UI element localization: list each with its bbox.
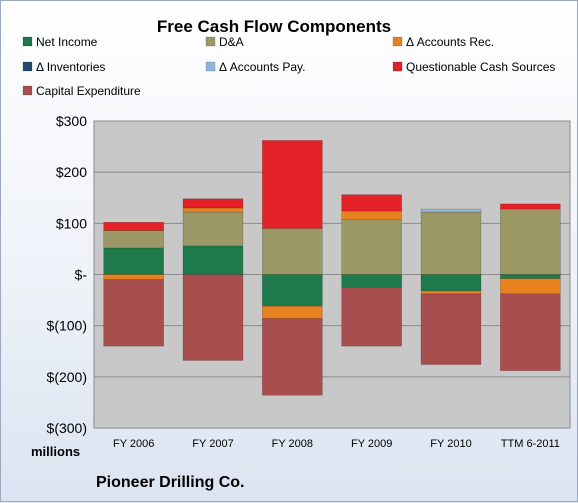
- bar-d-a-fy-2009: [341, 218, 402, 275]
- bar-accounts-rec-fy-2010: [420, 290, 482, 295]
- x-tick-label: FY 2008: [272, 438, 313, 450]
- x-tick-label: FY 2009: [351, 438, 392, 450]
- bar-accounts-pay-fy-2010: [420, 208, 482, 213]
- legend-swatch-accounts-pay: [205, 61, 216, 72]
- chart-title: Free Cash Flow Components: [157, 17, 391, 36]
- bar-capital-expenditure-ttm-6-2011: [500, 293, 561, 371]
- legend: Net Income D&A Δ Accounts Rec. Δ Inventorie…: [22, 35, 555, 98]
- bar-capital-expenditure-fy-2008: [262, 318, 323, 396]
- legend-swatch-questionable-cash-sources: [392, 61, 403, 72]
- y-tick-label: $(300): [47, 420, 87, 436]
- bar-net-income-ttm-6-2011: [500, 274, 561, 279]
- legend-swatch-accounts-rec: [392, 36, 403, 47]
- legend-label-capital-expenditure: Capital Expenditure: [36, 84, 141, 98]
- legend-swatch-net-income: [22, 36, 33, 47]
- y-tick-label: $300: [56, 113, 87, 129]
- bar-net-income-fy-2006: [103, 247, 164, 275]
- bar-questionable-cash-sources-ttm-6-2011: [500, 203, 561, 210]
- bar-d-a-fy-2007: [182, 211, 244, 247]
- bar-questionable-cash-sources-fy-2007: [182, 198, 244, 209]
- bar-d-a-ttm-6-2011: [500, 208, 561, 275]
- x-tick-label: FY 2007: [192, 438, 233, 450]
- unit-label: millions: [31, 444, 80, 459]
- y-tick-label: $(200): [47, 369, 87, 385]
- bar-net-income-fy-2007: [182, 245, 244, 275]
- bar-accounts-rec-fy-2007: [182, 207, 244, 213]
- bar-net-income-fy-2010: [420, 274, 482, 292]
- company-name: Pioneer Drilling Co.: [96, 474, 244, 491]
- y-tick-label: $-: [75, 267, 88, 283]
- y-tick-label: $(100): [47, 318, 87, 334]
- y-axis-ticks: $300 $200 $100 $- $(100) $(200) $(300): [47, 113, 88, 436]
- x-tick-label: TTM 6-2011: [501, 438, 560, 450]
- bar-d-a-fy-2010: [420, 211, 482, 275]
- legend-label-accounts-pay: Δ Accounts Pay.: [219, 60, 306, 74]
- bar-d-a-fy-2006: [103, 230, 164, 249]
- gridlines: [94, 120, 570, 429]
- legend-label-inventories: Δ Inventories: [36, 60, 105, 74]
- y-tick-label: $200: [56, 164, 87, 180]
- legend-swatch-d-a: [205, 36, 216, 47]
- x-tick-label: FY 2006: [113, 438, 154, 450]
- bar-accounts-rec-fy-2006: [103, 274, 164, 280]
- bar-capital-expenditure-fy-2009: [341, 286, 402, 347]
- bars: [103, 140, 561, 396]
- bar-accounts-rec-fy-2009: [341, 210, 402, 220]
- bar-d-a-fy-2008: [262, 228, 323, 275]
- legend-label-accounts-rec: Δ Accounts Rec.: [406, 35, 494, 49]
- bar-capital-expenditure-fy-2010: [420, 293, 482, 365]
- legend-label-net-income: Net Income: [36, 35, 98, 49]
- bar-questionable-cash-sources-fy-2009: [341, 194, 402, 212]
- bar-net-income-fy-2008: [262, 274, 323, 307]
- bar-net-income-fy-2009: [341, 274, 402, 288]
- legend-label-d-a: D&A: [219, 35, 244, 49]
- bar-accounts-rec-ttm-6-2011: [500, 278, 561, 295]
- x-tick-label: FY 2010: [430, 438, 471, 450]
- x-axis-ticks: FY 2006 FY 2007 FY 2008 FY 2009 FY 2010 TTM 6…: [113, 438, 560, 450]
- bar-capital-expenditure-fy-2007: [182, 274, 244, 361]
- bar-accounts-rec-fy-2008: [262, 305, 323, 319]
- legend-swatch-inventories: [22, 61, 33, 72]
- bar-questionable-cash-sources-fy-2006: [103, 222, 164, 231]
- legend-swatch-capital-expenditure: [22, 85, 33, 96]
- bar-capital-expenditure-fy-2006: [103, 279, 164, 347]
- bar-questionable-cash-sources-fy-2008: [262, 140, 323, 229]
- legend-label-questionable-cash-sources: Questionable Cash Sources: [406, 60, 555, 74]
- y-tick-label: $100: [56, 215, 87, 231]
